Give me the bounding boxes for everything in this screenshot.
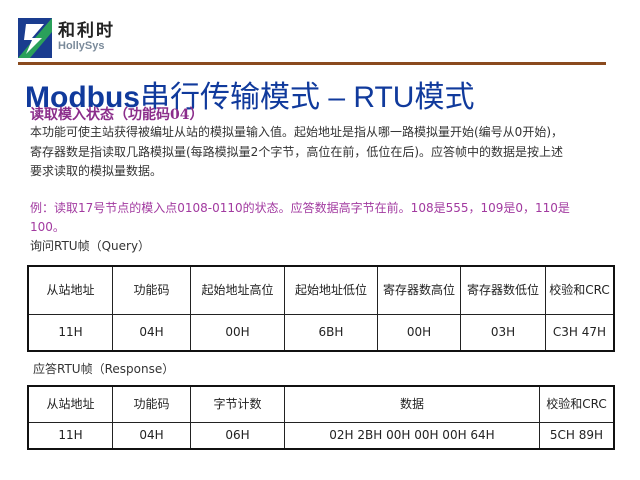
table-cell: 06H [190,421,285,450]
table-row: 11H 04H 00H 6BH 00H 03H C3H 47H [27,313,615,352]
table-header: 校验和CRC [545,265,615,315]
logo-english-name: HollySys [58,40,105,52]
table-cell: 00H [190,313,285,352]
table-header: 起始地址高位 [190,265,285,315]
table-header-row: 从站地址 功能码 起始地址高位 起始地址低位 寄存器数高位 寄存器数低位 校验和… [27,265,615,315]
table-header: 校验和CRC [539,385,615,423]
table-header: 从站地址 [27,385,113,423]
table-cell: 00H [377,313,461,352]
description-text: 本功能可使主站获得被编址从站的模拟量输入值。起始地址是指从哪一路模拟量开始(编号… [30,125,564,178]
table-row: 11H 04H 06H 02H 2BH 00H 00H 00H 64H 5CH … [27,421,615,450]
table-header: 寄存器数高位 [377,265,461,315]
title-mode: RTU模式 [353,81,475,114]
table-header: 寄存器数低位 [460,265,546,315]
table-cell: 04H [112,313,191,352]
table-cell: 02H 2BH 00H 00H 00H 64H [284,421,540,450]
title-sep: – [319,81,354,114]
table-cell: 04H [112,421,191,450]
table-cell: 03H [460,313,546,352]
section-subtitle: 读取模入状态（功能码04） [30,107,204,123]
table-header: 字节计数 [190,385,285,423]
table-header: 从站地址 [27,265,113,315]
header-divider [18,62,606,65]
table-header: 起始地址低位 [284,265,378,315]
response-table: 从站地址 功能码 字节计数 数据 校验和CRC 11H 04H 06H 02H … [27,385,615,450]
table-header: 数据 [284,385,540,423]
table-cell: 11H [27,421,113,450]
table-header: 功能码 [112,265,191,315]
table-cell: 5CH 89H [539,421,615,450]
title-latin: Modbus [25,81,140,114]
title-cn: 串行传输模式 [139,81,320,114]
table-cell: C3H 47H [545,313,615,352]
table-header-row: 从站地址 功能码 字节计数 数据 校验和CRC [27,385,615,423]
example-text: 例：读取17号节点的模入点0108-0110的状态。应答数据高字节在前。108是… [30,201,570,234]
table-header: 功能码 [112,385,191,423]
slide-title: Modbus串行传输模式 – RTU模式 [25,72,474,116]
hollysys-logo-icon [18,18,52,58]
response-label: 应答RTU帧（Response） [33,362,175,376]
table-cell: 6BH [284,313,378,352]
table-cell: 11H [27,313,113,352]
query-label: 询问RTU帧（Query） [30,239,151,253]
logo-chinese-name: 和利时 [58,21,115,41]
query-table: 从站地址 功能码 起始地址高位 起始地址低位 寄存器数高位 寄存器数低位 校验和… [27,265,615,352]
